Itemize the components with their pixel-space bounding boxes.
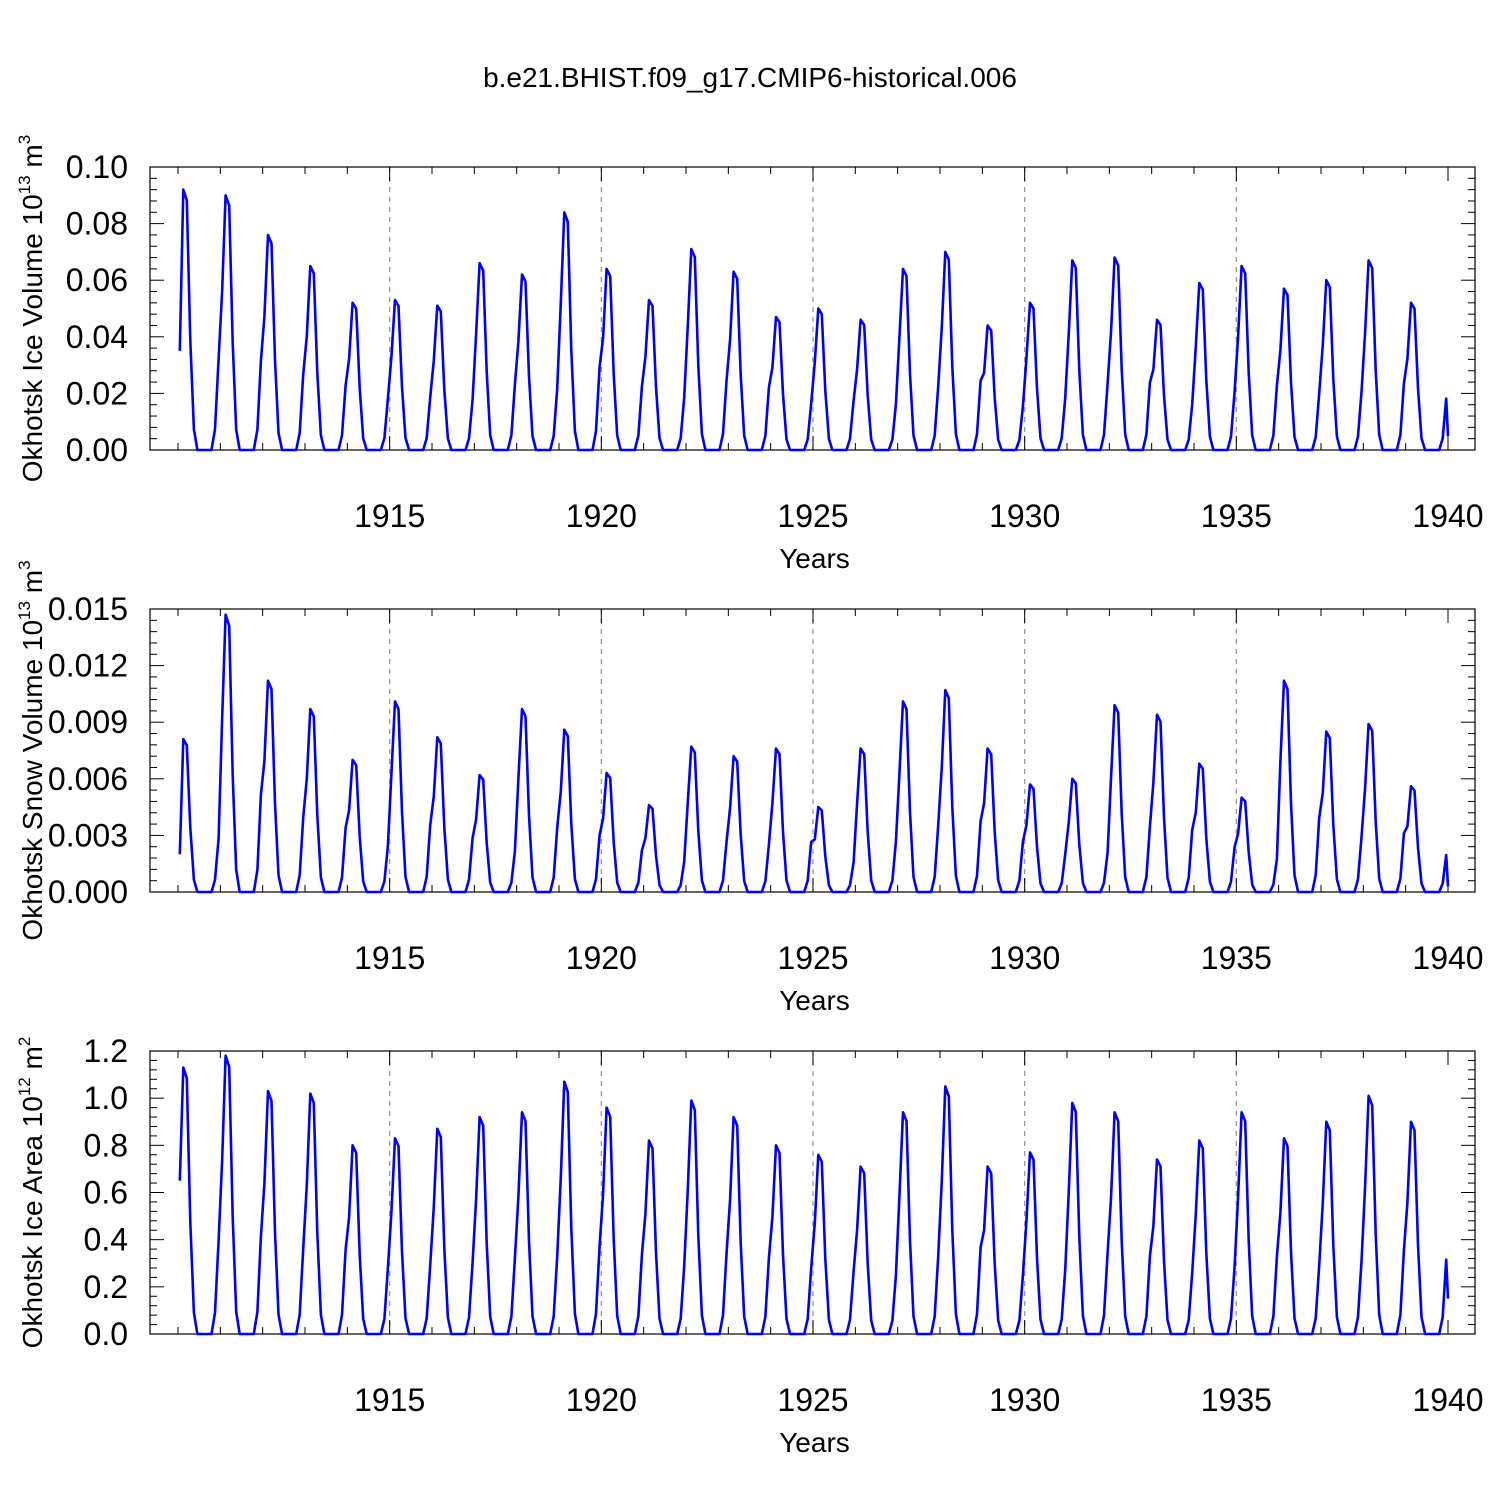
y-tick-label: 0.4 [84, 1222, 128, 1258]
x-tick-label: 1925 [777, 1382, 848, 1418]
x-axis-label: Years [779, 985, 850, 1016]
y-tick-label: 1.0 [84, 1080, 128, 1116]
series-line [178, 1054, 1450, 1336]
series-line [178, 188, 1450, 452]
x-axis-label: Years [779, 1427, 850, 1458]
y-tick-label: 0.009 [48, 704, 128, 740]
series-line [178, 613, 1450, 894]
ice-area-panel: 0.0 0.2 0.4 0.6 0.8 1.0 1.2 1915 1920 1925 1930 193… [15, 1033, 1484, 1458]
x-tick-label: 1935 [1201, 940, 1272, 976]
y-tick-label: 0.8 [84, 1127, 128, 1163]
y-tick-label: 0.08 [66, 206, 128, 242]
x-tick-label: 1930 [989, 940, 1060, 976]
y-tick-label: 0.10 [66, 149, 128, 185]
y-tick-label: 0.006 [48, 761, 128, 797]
snow-volume-panel: 0.000 0.003 0.006 0.009 0.012 0.015 1915 1920 19… [15, 560, 1484, 1016]
y-axis-label: Okhotsk Ice Area 1012 m2 [15, 1037, 48, 1349]
page-title: b.e21.BHIST.f09_g17.CMIP6-historical.006 [483, 62, 1017, 93]
ice-volume-panel: 0.00 0.02 0.04 0.06 0.08 0.10 1915 1920 1925 1930… [15, 135, 1484, 574]
x-tick-label: 1940 [1412, 498, 1483, 534]
x-tick-label: 1920 [566, 498, 637, 534]
x-tick-label: 1915 [354, 498, 425, 534]
x-tick-label: 1930 [989, 498, 1060, 534]
y-tick-label: 0.0 [84, 1316, 128, 1352]
y-tick-label: 0.012 [48, 648, 128, 684]
x-tick-label: 1930 [989, 1382, 1060, 1418]
x-tick-label: 1935 [1201, 498, 1272, 534]
y-tick-label: 0.000 [48, 874, 128, 910]
x-tick-label: 1925 [777, 940, 848, 976]
x-tick-label: 1925 [777, 498, 848, 534]
x-axis-label: Years [779, 543, 850, 574]
x-tick-label: 1940 [1412, 1382, 1483, 1418]
x-tick-label: 1920 [566, 940, 637, 976]
x-tick-label: 1940 [1412, 940, 1483, 976]
y-tick-label: 0.00 [66, 432, 128, 468]
x-tick-label: 1920 [566, 1382, 637, 1418]
y-tick-label: 1.2 [84, 1033, 128, 1069]
y-tick-label: 0.003 [48, 817, 128, 853]
y-tick-label: 0.6 [84, 1175, 128, 1211]
x-tick-label: 1915 [354, 940, 425, 976]
y-tick-label: 0.2 [84, 1269, 128, 1305]
y-tick-label: 0.02 [66, 375, 128, 411]
y-tick-label: 0.04 [66, 319, 128, 355]
x-tick-label: 1935 [1201, 1382, 1272, 1418]
y-tick-label: 0.06 [66, 262, 128, 298]
x-tick-label: 1915 [354, 1382, 425, 1418]
y-tick-label: 0.015 [48, 591, 128, 627]
y-axis-label: Okhotsk Ice Volume 1013 m3 [15, 135, 48, 482]
y-axis-label: Okhotsk Snow Volume 1013 m3 [15, 560, 48, 940]
